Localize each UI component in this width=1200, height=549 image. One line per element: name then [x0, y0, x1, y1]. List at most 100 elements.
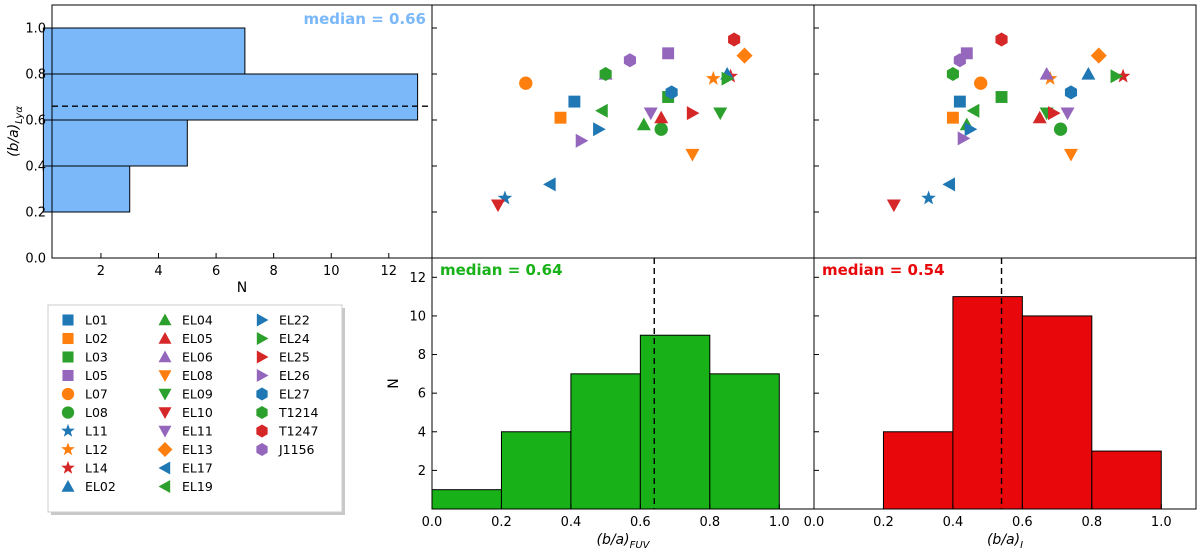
lya-xtick-label: 4 [154, 264, 162, 279]
scatter-fuv-point-el25 [686, 106, 700, 121]
legend-box [47, 304, 343, 513]
scatter-fuv-point-el11 [643, 107, 658, 121]
legend-label: T1214 [278, 405, 318, 420]
i-hist-bar [882, 431, 954, 510]
legend-label: EL26 [279, 368, 310, 383]
scatter-fuv-point-j1156 [623, 53, 637, 68]
legend-label: EL04 [182, 313, 213, 328]
scatter-i-point-l01 [953, 95, 966, 108]
scatter-i-point-el05 [1032, 110, 1047, 124]
legend-label: L14 [85, 461, 108, 476]
lya-xtick-label: 6 [212, 264, 220, 279]
legend-label: EL09 [182, 387, 213, 402]
lya-ytick-label: 0.0 [25, 252, 46, 267]
i-xtick-label: 1.0 [1151, 515, 1172, 530]
legend-label: EL17 [182, 461, 213, 476]
lya-ytick-label: 1.0 [25, 22, 46, 37]
legend-marker-l03 [62, 351, 74, 363]
scatter-fuv-point-l11 [497, 190, 513, 205]
scatter-i-point-l02 [946, 111, 959, 124]
lya-hist-bar [42, 119, 188, 167]
legend-marker-el08 [158, 370, 172, 382]
legend-marker-l11 [61, 423, 75, 437]
fuv-hist-bar [570, 373, 641, 510]
i-hist-bar [952, 296, 1023, 510]
fuv-ytick-label: 6 [418, 387, 426, 402]
scatter-i-point-j1156 [953, 53, 966, 68]
fuv-xtick-label: 0.0 [422, 515, 443, 530]
i-xtick-label: 0.2 [873, 515, 894, 530]
legend-marker-el11 [158, 425, 172, 438]
legend-label: L03 [85, 350, 108, 365]
legend-marker-el06 [158, 350, 172, 363]
fuv-ytick-label: 4 [418, 425, 426, 440]
legend-marker-el02 [61, 480, 75, 492]
panel-frame [813, 257, 1197, 510]
scatter-i-point-t1214 [946, 67, 959, 81]
lya-xtick-label: 12 [381, 264, 398, 279]
i-xtick-label: 0.8 [1081, 515, 1102, 530]
legend-marker-el19 [158, 480, 171, 493]
i-xtick-label: 0.4 [943, 515, 964, 530]
i-xtick-label: 0.6 [1012, 515, 1033, 530]
legend-label: EL10 [182, 405, 213, 420]
scatter-fuv-point-el27 [665, 85, 678, 100]
scatter-i-point-el25 [1048, 106, 1061, 121]
lya-ytick-label: 0.6 [25, 114, 46, 129]
scatter-i-point-l14 [1115, 68, 1131, 83]
legend-label: EL08 [182, 368, 213, 383]
legend-marker-l05 [62, 369, 74, 382]
scatter-fuv-point-l01 [568, 95, 581, 108]
legend-label: L05 [85, 368, 108, 383]
scatter-i-point-l11 [921, 190, 936, 205]
scatter-i-point-l05 [960, 47, 973, 60]
scatter-i-point-t1247 [995, 32, 1008, 47]
scatter-i-point-el27 [1064, 85, 1078, 100]
legend-label: L11 [85, 424, 108, 439]
lya-xtick-label: 8 [270, 264, 278, 279]
legend-marker-j1156 [256, 443, 268, 456]
scatter-i-point-l03 [995, 91, 1008, 103]
legend-marker-el09 [158, 388, 172, 401]
legend-label: L07 [85, 387, 108, 402]
legend-marker-el05 [158, 332, 172, 344]
lya-hist-bar [42, 27, 246, 75]
legend-marker-l01 [62, 314, 74, 326]
legend-label: L08 [85, 405, 108, 420]
panel-frame [431, 4, 815, 259]
legend-label: EL11 [182, 424, 213, 439]
legend-label: L12 [85, 442, 108, 457]
legend-label: EL05 [182, 331, 213, 346]
scatter-i-point-el19 [966, 103, 980, 118]
legend-marker-l02 [62, 332, 74, 345]
scatter-fuv-point-l07 [519, 76, 533, 90]
scatter-fuv-point-l08 [654, 122, 668, 136]
legend-marker-t1214 [256, 406, 268, 419]
legend-marker-el10 [158, 407, 172, 419]
scatter-fuv-point-el04 [636, 117, 651, 131]
legend-marker-l08 [61, 406, 75, 419]
legend-label: EL19 [182, 479, 213, 494]
fuv-xtick-label: 0.4 [561, 515, 582, 530]
legend-label: EL25 [279, 350, 310, 365]
fuv-ytick-label: 10 [409, 309, 426, 324]
fuv-ytick-label: 12 [409, 271, 426, 286]
legend-label: EL13 [182, 442, 213, 457]
i-hist-bar [1091, 450, 1162, 510]
scatter-fuv-point-l02 [554, 111, 567, 124]
fuv-hist-bar [431, 489, 502, 510]
scatter-fuv-point-el19 [595, 103, 608, 118]
legend-marker-l12 [61, 442, 75, 456]
scatter-fuv-point-el22 [593, 122, 606, 137]
legend-label: T1247 [278, 424, 318, 439]
scatter-fuv-point-el10 [490, 199, 505, 213]
legend-label: EL27 [279, 387, 310, 402]
fuv-hist-bar [709, 373, 780, 510]
fuv-ylabel: N [386, 378, 402, 388]
legend-marker-t1247 [256, 424, 268, 438]
legend-label: J1156 [278, 442, 315, 457]
scatter-i-point-el11 [1060, 107, 1075, 121]
legend-label: EL22 [279, 313, 310, 328]
i-hist-bar [1021, 315, 1093, 510]
legend-marker-el24 [256, 332, 269, 345]
